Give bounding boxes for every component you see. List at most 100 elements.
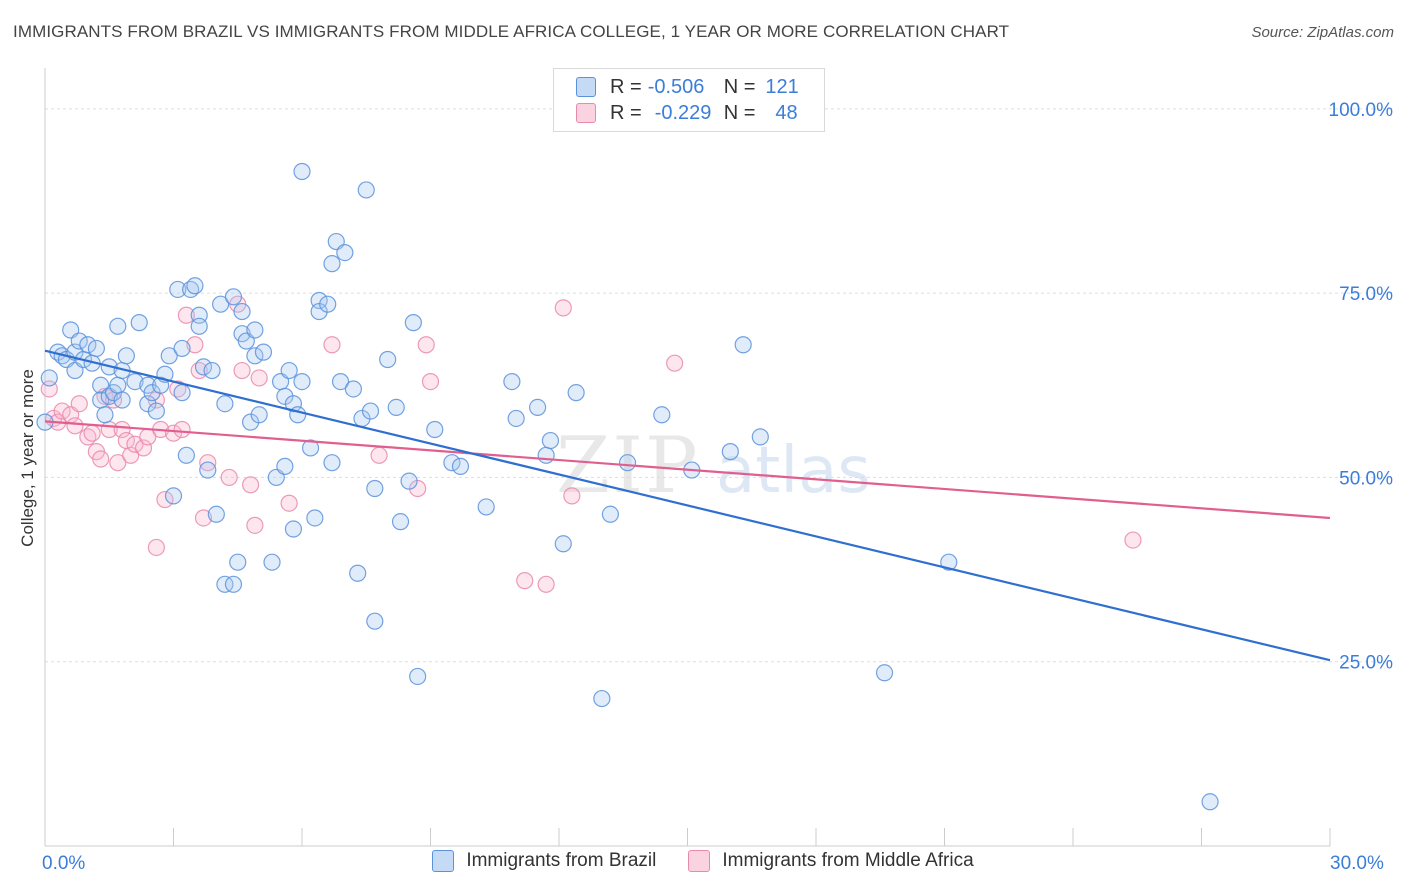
legend-swatch-brazil [432, 850, 455, 872]
series-brazil [36, 162, 1219, 811]
brazil-point [96, 406, 114, 424]
trend-lines [44, 349, 1331, 662]
brazil-point [734, 336, 752, 354]
brazil-point [721, 443, 739, 461]
africa-point [53, 402, 71, 420]
brazil-point [203, 361, 221, 380]
r-label: R = [610, 75, 642, 98]
brazil-point [1201, 793, 1219, 811]
brazil-point [541, 431, 560, 450]
brazil-point [233, 302, 251, 321]
brazil-point [70, 332, 88, 350]
brazil-point [216, 395, 234, 413]
n-value-africa: 48 [775, 101, 798, 124]
brazil-point [404, 314, 422, 332]
brazil-point [194, 358, 213, 376]
n-value-brazil: 121 [765, 75, 799, 98]
y-tick-label: 50.0% [1339, 468, 1393, 489]
brazil-point [940, 553, 958, 571]
africa-point [1124, 531, 1142, 549]
brazil-point [331, 373, 350, 391]
africa-point [554, 299, 572, 317]
brazil-point [212, 295, 230, 313]
africa-point [83, 424, 101, 442]
brazil-point [323, 454, 341, 472]
brazil-point [366, 479, 384, 498]
brazil-point [323, 255, 341, 273]
africa-trend-line [44, 420, 1331, 520]
legend-label-brazil: Immigrants from Brazil [466, 850, 657, 871]
africa-point [173, 420, 191, 439]
brazil-point [284, 520, 303, 538]
africa-point [516, 572, 534, 590]
brazil-point [224, 575, 243, 593]
africa-point [194, 509, 213, 527]
africa-point [156, 490, 174, 509]
legend-item-brazil: Immigrants from Brazil [432, 850, 656, 872]
brazil-point [344, 380, 362, 398]
brazil-point [164, 487, 183, 505]
n-label: N = [723, 101, 756, 124]
brazil-point [263, 553, 281, 571]
brazil-point [751, 428, 769, 446]
y-tick-labels: 25.0% 50.0% 75.0% 100.0% [1329, 100, 1394, 674]
brazil-point [875, 664, 894, 682]
brazil-point [173, 339, 191, 358]
brazil-point [293, 162, 311, 181]
brazil-point [567, 384, 585, 402]
watermark: ZIP atlas [556, 421, 871, 511]
brazil-point [186, 277, 204, 295]
africa-point [280, 494, 298, 512]
brazil-point [306, 509, 324, 527]
r-value-brazil: -0.506 [647, 75, 705, 98]
africa-point [563, 487, 581, 505]
brazil-point [357, 181, 375, 199]
brazil-point [254, 343, 273, 361]
brazil-point [79, 336, 97, 354]
brazil-point [276, 457, 294, 475]
brazil-point [451, 457, 470, 475]
brazil-point [618, 454, 637, 472]
africa-point [220, 468, 238, 487]
brazil-point [126, 373, 144, 391]
africa-point [242, 476, 260, 494]
africa-point [122, 446, 140, 464]
brazil-point [554, 535, 572, 553]
legend-swatch-africa [688, 850, 711, 872]
brazil-point [601, 505, 620, 523]
brazil-point [319, 295, 337, 313]
brazil-point [40, 369, 58, 387]
source-label: Source: ZipAtlas.com [1251, 24, 1394, 41]
stats-legend: R = -0.506 N = 121 R = -0.229 N = 48 [553, 68, 825, 132]
n-label: N = [723, 75, 756, 98]
africa-point [177, 306, 195, 324]
brazil-point [391, 513, 410, 531]
brazil-point [301, 439, 320, 457]
africa-point [126, 435, 144, 453]
africa-point [250, 369, 268, 387]
brazil-point [653, 406, 671, 424]
chart-title: IMMIGRANTS FROM BRAZIL VS IMMIGRANTS FRO… [13, 22, 1010, 41]
brazil-point [443, 454, 461, 472]
series-legend: Immigrants from Brazil Immigrants from M… [0, 850, 1406, 872]
brazil-point [229, 553, 247, 571]
brazil-point [336, 244, 354, 262]
africa-point [666, 354, 684, 372]
legend-row-brazil: R = -0.506 N = 121 [576, 74, 799, 100]
brazil-point [366, 612, 384, 630]
brazil-point [426, 420, 444, 439]
africa-point [421, 373, 440, 391]
africa-point [537, 575, 555, 593]
brazil-point [503, 373, 521, 391]
gridlines [45, 108, 1392, 663]
brazil-point [284, 395, 303, 413]
brazil-point [113, 391, 131, 409]
brazil-point [246, 321, 264, 339]
africa-point [199, 454, 217, 472]
brazil-point [593, 689, 611, 708]
africa-point [246, 516, 264, 534]
y-tick-label: 75.0% [1339, 284, 1393, 305]
africa-point [66, 417, 84, 435]
brazil-point [173, 384, 191, 402]
